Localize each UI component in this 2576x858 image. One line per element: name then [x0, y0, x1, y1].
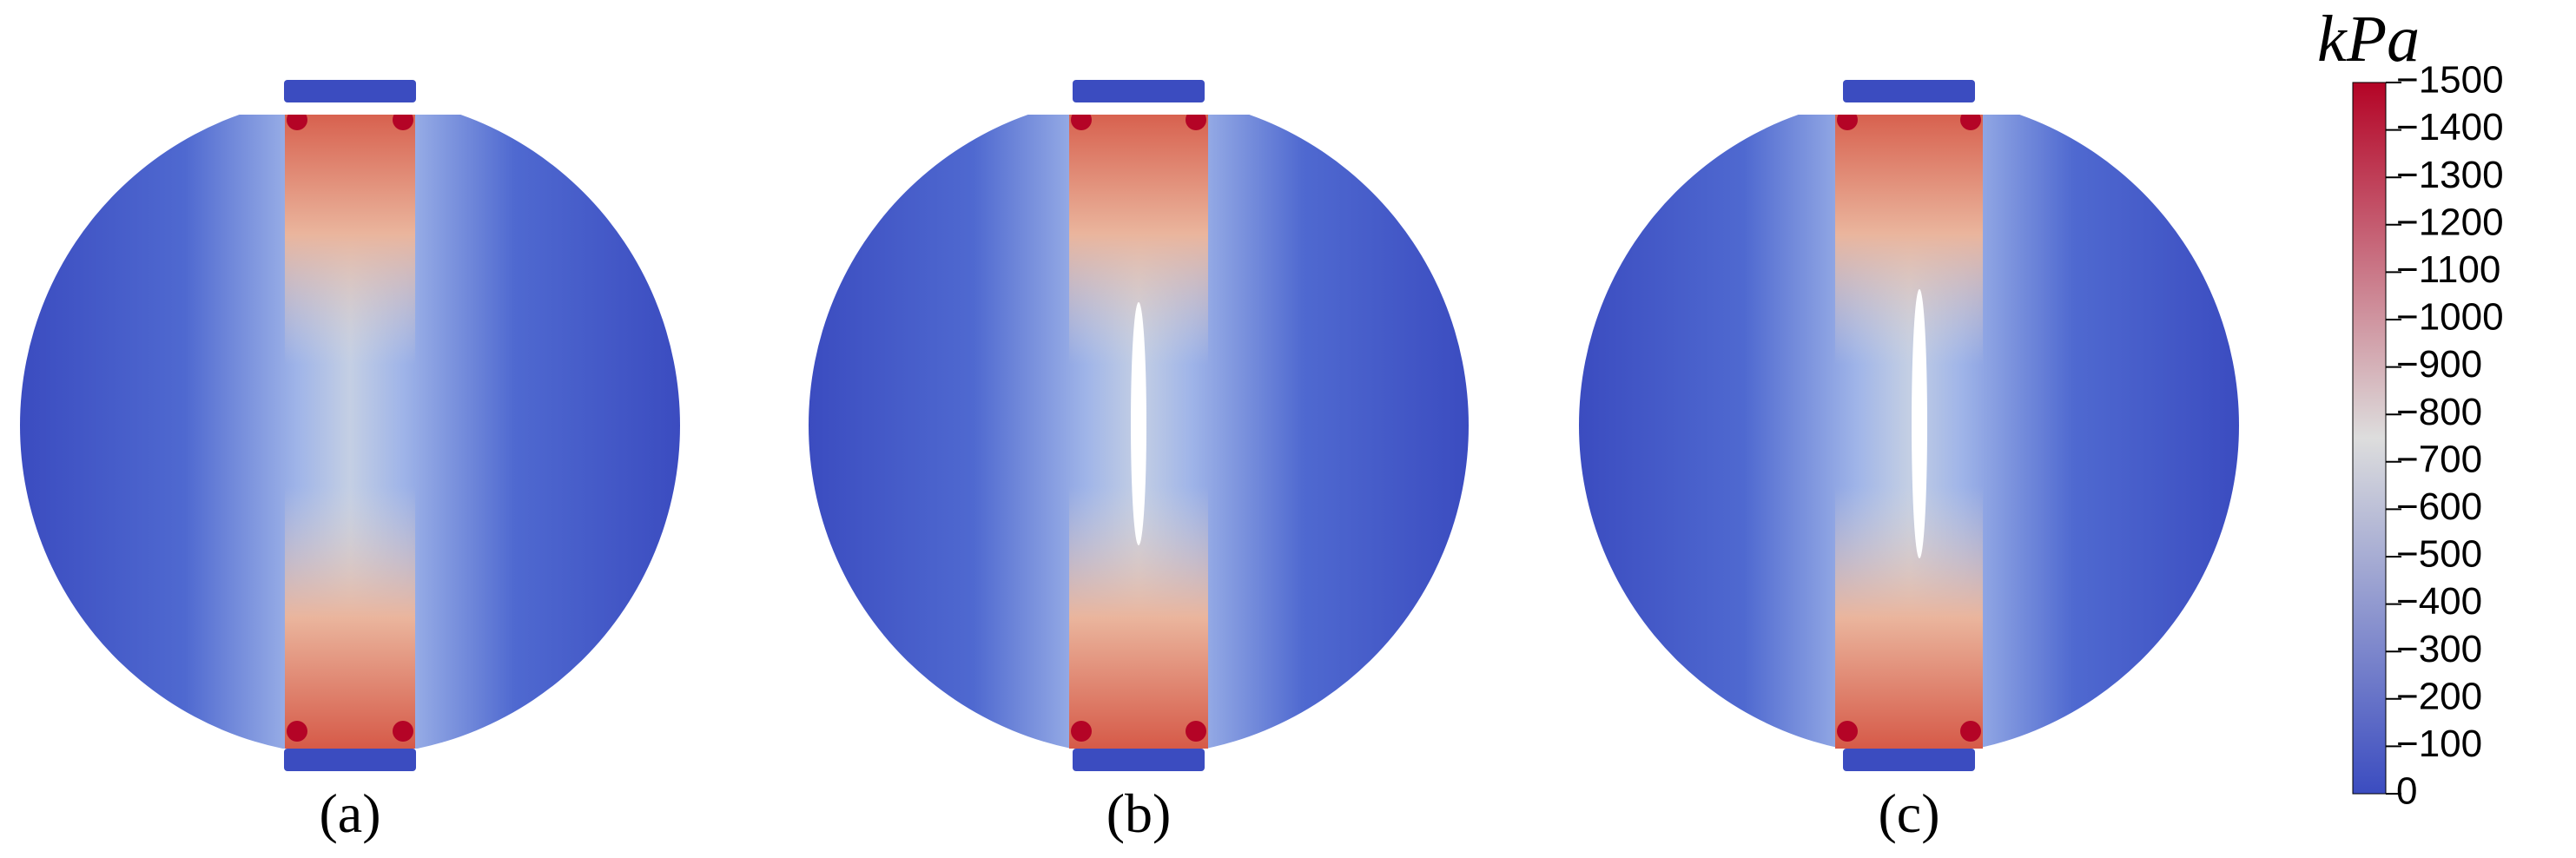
tick-label: −600 [2396, 485, 2482, 528]
colorbar [2352, 82, 2387, 795]
corner-stress [1960, 721, 1981, 742]
corner-stress [287, 721, 307, 742]
bottom-platen [1843, 749, 1975, 771]
disc [1579, 115, 2239, 749]
panel-label: (b) [1106, 782, 1172, 844]
disc-body [1579, 115, 2239, 749]
corner-stress [1071, 115, 1092, 130]
colorbar-unit: kPa [2317, 3, 2420, 76]
corner-stress [1837, 721, 1858, 742]
top-platen [1073, 80, 1205, 102]
tick-label: −400 [2396, 580, 2482, 623]
tick-label: −800 [2396, 391, 2482, 433]
tick-label: −200 [2396, 675, 2482, 717]
panel-label: (a) [319, 782, 380, 844]
top-platen [284, 80, 416, 102]
tick-label: −500 [2396, 533, 2482, 576]
bottom-stress [1835, 486, 1983, 749]
bottom-platen [1073, 749, 1205, 771]
tick-label: −1100 [2396, 248, 2500, 291]
tick-label: −1400 [2396, 106, 2504, 148]
disc [20, 115, 680, 749]
crack [1131, 302, 1146, 545]
corner-stress [1186, 115, 1206, 130]
corner-stress [393, 115, 413, 130]
tick-label: −700 [2396, 438, 2482, 480]
top-stress [1835, 115, 1983, 365]
tick-label: −1000 [2396, 296, 2504, 339]
bottom-platen [284, 749, 416, 771]
tick-label: −1300 [2396, 154, 2504, 196]
corner-stress [1071, 721, 1092, 742]
corner-stress [393, 721, 413, 742]
corner-stress [1960, 115, 1981, 130]
crack [1912, 289, 1927, 558]
corner-stress [287, 115, 307, 130]
top-platen [1843, 80, 1975, 102]
corner-stress [1186, 721, 1206, 742]
tick-label: −300 [2396, 628, 2482, 670]
tick-label: −1200 [2396, 201, 2504, 243]
panel-label: (c) [1878, 782, 1939, 844]
tick-label: −100 [2396, 723, 2482, 765]
tick-label: −1500 [2396, 59, 2504, 102]
tick-label: −900 [2396, 343, 2482, 386]
tick-label: 0 [2396, 770, 2417, 813]
corner-stress [1837, 115, 1858, 130]
disc-body [20, 115, 680, 749]
top-stress [285, 115, 415, 365]
bottom-stress [285, 486, 415, 749]
